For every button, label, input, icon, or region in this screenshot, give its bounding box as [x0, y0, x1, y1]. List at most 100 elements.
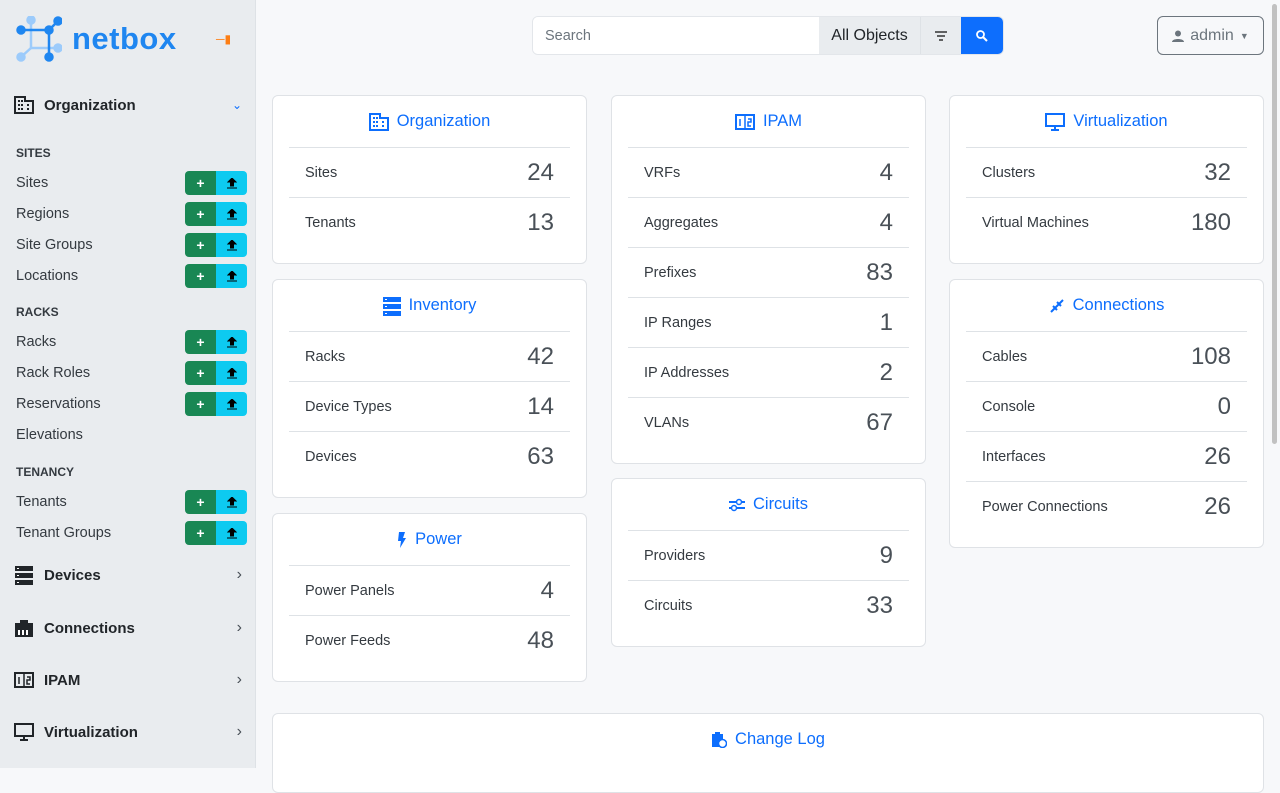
sidebar-section-organization[interactable]: Organization ⌄	[14, 90, 242, 120]
sidebar-item-site-groups[interactable]: Site Groups +	[16, 233, 247, 257]
stat-row[interactable]: Interfaces 26	[966, 431, 1247, 481]
import-button[interactable]	[216, 202, 247, 226]
stat-row[interactable]: Circuits 33	[628, 580, 909, 630]
stat-label: Clusters	[982, 164, 1036, 181]
sidebar-item-label: Elevations	[16, 427, 83, 443]
add-button[interactable]: +	[185, 490, 216, 514]
stat-row[interactable]: Device Types 14	[289, 381, 570, 431]
sidebar-item-reservations[interactable]: Reservations +	[16, 392, 247, 416]
search-input[interactable]	[533, 17, 819, 54]
stat-row[interactable]: Aggregates 4	[628, 197, 909, 247]
sidebar-item-tenant-groups[interactable]: Tenant Groups +	[16, 521, 247, 545]
card-header[interactable]: Circuits	[628, 479, 909, 530]
scrollbar[interactable]	[1272, 4, 1277, 444]
stat-row[interactable]: IP Addresses 2	[628, 347, 909, 397]
card-header[interactable]: Connections	[966, 280, 1247, 331]
upload-icon	[226, 177, 237, 188]
sidebar-section-label: IPAM	[44, 671, 81, 689]
upload-icon	[226, 367, 237, 378]
sidebar-item-racks[interactable]: Racks +	[16, 330, 247, 354]
import-button[interactable]	[216, 361, 247, 385]
chevron-down-icon: ⌄	[231, 98, 242, 112]
sidebar-item-rack-roles[interactable]: Rack Roles +	[16, 361, 247, 385]
stat-row[interactable]: Providers 9	[628, 530, 909, 580]
stat-row[interactable]: VRFs 4	[628, 147, 909, 197]
stat-row[interactable]: Power Panels 4	[289, 565, 570, 615]
stat-row[interactable]: Sites 24	[289, 147, 570, 197]
sidebar-item-sites[interactable]: Sites +	[16, 171, 247, 195]
card-title: Virtualization	[1073, 112, 1168, 130]
search-button[interactable]	[961, 17, 1003, 54]
stat-label: Providers	[644, 547, 706, 564]
search-scope-select[interactable]: All Objects	[819, 17, 920, 54]
sidebar-item-locations[interactable]: Locations +	[16, 264, 247, 288]
sidebar-item-elevations[interactable]: Elevations	[16, 423, 247, 447]
stat-row[interactable]: VLANs 67	[628, 397, 909, 447]
stat-row[interactable]: IP Ranges 1	[628, 297, 909, 347]
card-header[interactable]: Inventory	[289, 280, 570, 331]
import-button[interactable]	[216, 392, 247, 416]
add-button[interactable]: +	[185, 392, 216, 416]
sidebar-item-label: Tenant Groups	[16, 525, 112, 541]
stat-row[interactable]: Power Connections 26	[966, 481, 1247, 531]
sidebar-section-ipam[interactable]: IPAM ›	[14, 665, 242, 695]
stat-row[interactable]: Virtual Machines 180	[966, 197, 1247, 247]
add-button[interactable]: +	[185, 264, 216, 288]
add-button[interactable]: +	[185, 330, 216, 354]
stat-row[interactable]: Racks 42	[289, 331, 570, 381]
sidebar-section-connections[interactable]: Connections ›	[14, 613, 242, 643]
add-button[interactable]: +	[185, 233, 216, 257]
stat-label: Devices	[305, 448, 357, 465]
add-button[interactable]: +	[185, 521, 216, 545]
sidebar-section-virtualization[interactable]: Virtualization ›	[14, 717, 242, 747]
upload-icon	[226, 527, 237, 538]
stat-row[interactable]: Console 0	[966, 381, 1247, 431]
chevron-right-icon: ›	[236, 723, 242, 740]
stat-row[interactable]: Clusters 32	[966, 147, 1247, 197]
add-button[interactable]: +	[185, 361, 216, 385]
stat-label: Interfaces	[982, 448, 1046, 465]
sidebar-group-heading: RACKS	[16, 305, 59, 319]
stat-label: IP Ranges	[644, 314, 712, 331]
filter-button[interactable]	[920, 17, 961, 54]
sidebar-item-tenants[interactable]: Tenants +	[16, 490, 247, 514]
user-menu-button[interactable]: admin ▼	[1157, 16, 1264, 55]
item-actions: +	[185, 330, 247, 354]
import-button[interactable]	[216, 233, 247, 257]
stat-row[interactable]: Tenants 13	[289, 197, 570, 247]
stat-count: 13	[527, 208, 554, 236]
card-header[interactable]: Power	[289, 514, 570, 565]
card-header[interactable]: Virtualization	[966, 96, 1247, 147]
import-button[interactable]	[216, 171, 247, 195]
stat-row[interactable]: Devices 63	[289, 431, 570, 481]
sidebar-item-label: Regions	[16, 206, 70, 222]
add-button[interactable]: +	[185, 202, 216, 226]
sidebar-item-label: Site Groups	[16, 237, 93, 253]
add-button[interactable]: +	[185, 171, 216, 195]
monitor-icon	[1045, 112, 1066, 131]
stat-row[interactable]: Prefixes 83	[628, 247, 909, 297]
sidebar-item-regions[interactable]: Regions +	[16, 202, 247, 226]
counter-icon	[14, 670, 34, 690]
stat-count: 24	[527, 158, 554, 186]
sidebar-section-devices[interactable]: Devices ›	[14, 560, 242, 590]
card-header[interactable]: Organization	[289, 96, 570, 147]
stat-count: 4	[540, 576, 554, 604]
server-icon	[14, 565, 34, 585]
import-button[interactable]	[216, 264, 247, 288]
stat-row[interactable]: Power Feeds 48	[289, 615, 570, 665]
item-actions: +	[185, 171, 247, 195]
stat-row[interactable]: Cables 108	[966, 331, 1247, 381]
card-header[interactable]: Change Log	[289, 714, 1247, 765]
card-header[interactable]: IPAM	[628, 96, 909, 147]
item-actions: +	[185, 490, 247, 514]
pin-icon[interactable]: ─▮	[216, 32, 232, 46]
import-button[interactable]	[216, 521, 247, 545]
card-title: Organization	[396, 112, 491, 130]
stat-label: Console	[982, 398, 1036, 415]
stat-label: Cables	[982, 348, 1028, 365]
import-button[interactable]	[216, 490, 247, 514]
import-button[interactable]	[216, 330, 247, 354]
netbox-logo[interactable]: netbox	[16, 16, 177, 62]
card-organization: Organization Sites 24 Tenants 13	[272, 95, 587, 264]
